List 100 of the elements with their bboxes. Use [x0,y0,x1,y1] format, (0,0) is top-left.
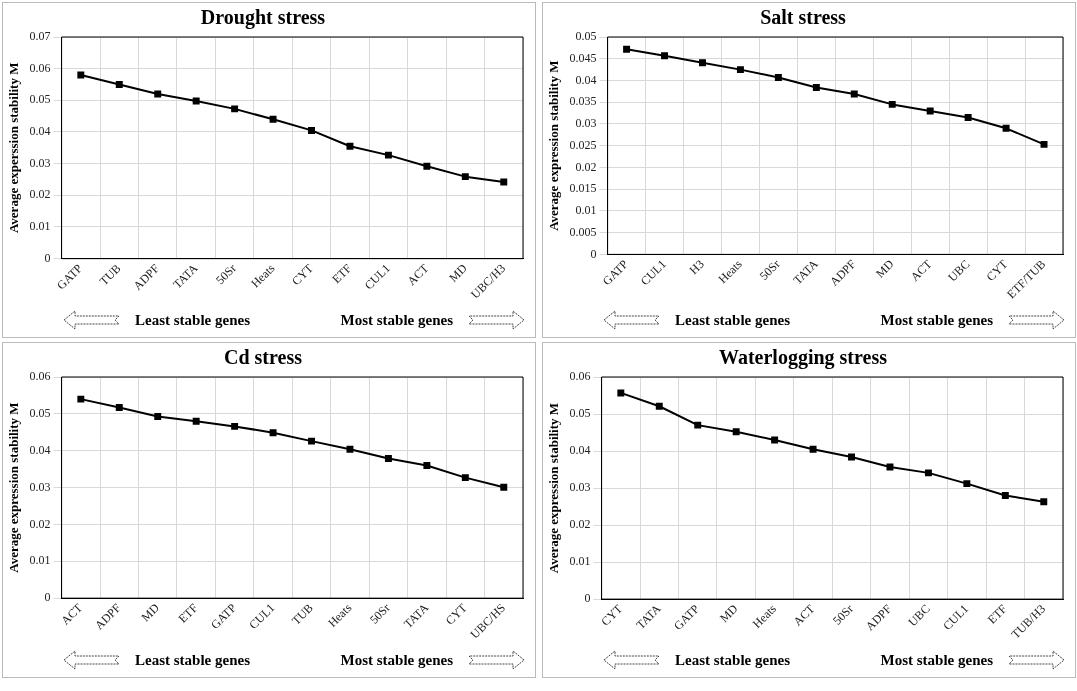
y-axis-title: Average expression stability M [546,60,562,231]
point [192,417,200,425]
y-tick-label: 0.02 [29,516,51,531]
y-tick-label: 0.03 [575,116,597,131]
y-tick-label: 0.06 [29,60,51,75]
point [623,45,631,53]
y-tick-label: 0.03 [29,155,51,170]
text: Least stable genes [135,651,250,669]
x-tick-label: MD [873,256,897,281]
y-tick-label: 0.035 [569,94,597,109]
chart-title: Drought stress [200,6,326,30]
point [384,454,392,462]
y-tick-label: 0.04 [29,442,51,457]
y-axis-title: Average experssion stability M [6,62,22,234]
x-tick-label: 50Sr [366,600,393,627]
chart-title: Salt stress [760,6,847,29]
y-tick-label: 0.01 [29,219,51,234]
y-tick-label: 0 [584,591,591,606]
point [694,421,702,429]
y-tick-label: 0.02 [569,517,591,532]
chart-title: Cd stress [224,346,303,369]
point [346,445,354,453]
point [269,115,277,123]
point [809,445,817,453]
point [1001,491,1009,499]
y-tick-label: 0.05 [575,29,597,44]
y-tick-label: 0.05 [569,406,591,421]
point [736,66,744,74]
y-tick-label: 0.02 [29,187,51,202]
point [1040,140,1048,148]
x-tick-label: TUB [289,600,316,628]
point [77,71,85,79]
point [346,142,354,150]
point [617,389,625,397]
text: Most stable genes [340,311,453,329]
text: Most stable genes [880,311,993,329]
x-tick-label: MD [138,600,163,625]
point [1040,498,1048,506]
point [774,73,782,81]
y-tick-label: 0 [590,246,597,261]
point [384,151,392,159]
y-tick-label: 0.05 [29,406,51,421]
text: Least stable genes [675,651,790,669]
y-tick-label: 0.02 [575,159,597,174]
point [924,469,932,477]
point [115,81,123,88]
point [500,178,508,186]
point [423,461,431,469]
point [269,429,277,437]
y-axis-title: Average expression stability M [546,402,562,574]
point [888,100,896,108]
point [308,126,315,134]
y-tick-label: 0.01 [29,553,51,568]
y-tick-label: 0.005 [569,224,597,239]
y-tick-label: 0.03 [569,480,591,495]
y-tick-label: 0.04 [29,124,51,139]
chart-title: Waterlogging stress [719,346,888,370]
point [231,422,239,430]
y-tick-label: 0.03 [29,479,51,494]
point [423,162,431,170]
x-tick-label: 50Sr [829,601,856,628]
y-tick-label: 0 [44,590,51,605]
point [231,105,239,113]
y-tick-label: 0.04 [569,443,591,458]
text: Most stable genes [340,651,453,669]
point [812,83,820,91]
point [1002,124,1010,132]
point [699,59,706,67]
x-tick-label: 50Sr [213,261,239,288]
point [732,428,740,436]
point [850,90,858,98]
point [308,437,315,445]
point [926,107,934,115]
point [848,453,855,461]
y-tick-label: 0.01 [575,203,597,218]
x-tick-label: ETF [329,260,355,287]
y-tick-label: 0 [44,250,51,265]
x-tick-label: TUB [96,261,124,289]
point [886,463,894,471]
y-tick-label: 0.06 [29,369,51,384]
x-tick-label: ETF [984,601,1010,627]
y-tick-label: 0.01 [569,554,591,569]
y-tick-label: 0.015 [569,181,597,196]
point [115,404,123,412]
y-tick-label: 0.045 [569,50,597,65]
x-tick-label: CYT [289,260,317,289]
point [77,395,85,403]
point [192,97,200,105]
point [154,412,162,420]
text: Least stable genes [675,311,790,329]
x-tick-label: 50Sr [756,256,783,283]
point [963,480,971,488]
x-tick-label: MD [716,601,741,626]
point [461,474,469,482]
point [655,402,663,410]
y-axis-title: Average expression stability M [6,402,22,573]
point [461,173,469,181]
y-tick-label: 0.025 [569,137,597,152]
point [964,113,972,121]
x-tick-label: ETF [175,600,201,626]
